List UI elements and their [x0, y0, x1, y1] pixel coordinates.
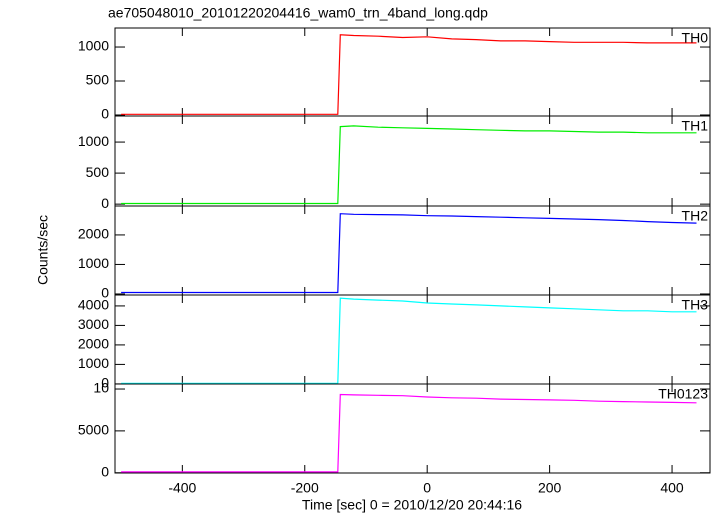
y-axis-label: Counts/sec	[35, 215, 51, 285]
panel-frame	[114, 294, 711, 385]
series-label: TH0	[682, 30, 709, 46]
data-line	[121, 213, 697, 294]
panel-frame	[114, 27, 711, 117]
y-tick-label: 2000	[78, 226, 109, 242]
x-tick-label: 200	[538, 480, 562, 496]
y-tick-label: 3000	[78, 316, 109, 332]
series-label: TH1	[682, 118, 709, 134]
data-line	[121, 393, 697, 473]
data-line	[121, 125, 697, 205]
y-tick-label: 500	[86, 72, 110, 88]
y-tick-label: 1000	[78, 255, 109, 271]
x-tick-label: -400	[168, 480, 196, 496]
y-tick-label: 0	[101, 285, 109, 301]
y-tick-label: 1000	[78, 355, 109, 371]
data-line	[121, 34, 697, 115]
y-tick-label: 0	[101, 463, 109, 479]
x-axis-label: Time [sec] 0 = 2010/12/20 20:44:16	[302, 497, 522, 513]
y-tick-label: 1000	[78, 133, 109, 149]
x-tick-label: -200	[291, 480, 319, 496]
y-tick-label: 0	[101, 375, 109, 391]
y-tick-label: 0	[101, 106, 109, 122]
series-label: TH3	[682, 297, 709, 313]
panel-frame	[114, 383, 711, 474]
data-line	[121, 297, 697, 384]
panel-frame	[114, 205, 711, 296]
series-label: TH0123	[658, 386, 708, 402]
panel-frame	[114, 115, 711, 207]
y-tick-label: 5000	[78, 422, 109, 438]
y-tick-label: 2000	[78, 336, 109, 352]
chart-title: ae705048010_20101220204416_wam0_trn_4ban…	[108, 5, 488, 21]
y-tick-label: 10	[93, 380, 109, 396]
y-tick-label: 500	[86, 164, 110, 180]
series-label: TH2	[682, 208, 709, 224]
y-tick-label: 0	[101, 195, 109, 211]
y-tick-label: 4000	[78, 297, 109, 313]
x-tick-label: 0	[423, 480, 431, 496]
y-tick-label: 1000	[78, 38, 109, 54]
x-tick-label: 400	[660, 480, 684, 496]
